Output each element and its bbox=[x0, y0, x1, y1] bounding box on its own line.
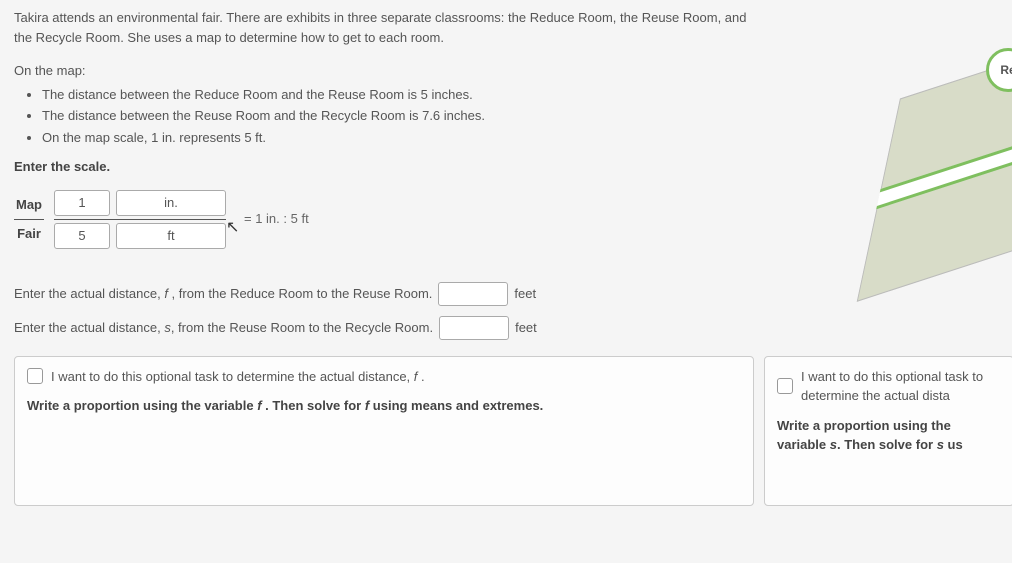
optional-s-label: I want to do this optional task to deter… bbox=[801, 367, 1001, 406]
variable-s: s bbox=[830, 437, 837, 452]
optional-f-label-prefix: I want to do this optional task to deter… bbox=[51, 369, 414, 384]
badge-label: Re bbox=[986, 48, 1012, 92]
fraction-bottom-label: Fair bbox=[15, 220, 43, 248]
instruction-s-mid: . Then solve for bbox=[837, 437, 937, 452]
fair-value-input[interactable] bbox=[54, 223, 110, 249]
map-facts-list: The distance between the Reduce Room and… bbox=[42, 85, 766, 148]
instruction-f-mid: . Then solve for bbox=[262, 398, 365, 413]
optional-f-label-suffix: . bbox=[417, 369, 424, 384]
optional-panel-s: I want to do this optional task to deter… bbox=[764, 356, 1012, 506]
list-item: The distance between the Reduce Room and… bbox=[42, 85, 766, 105]
instruction-s-suffix: us bbox=[944, 437, 963, 452]
map-unit-value: in. bbox=[164, 193, 178, 213]
fraction-top-label: Map bbox=[14, 191, 44, 219]
enter-scale-heading: Enter the scale. bbox=[14, 157, 766, 177]
map-unit-select[interactable]: in. bbox=[116, 190, 226, 216]
optional-s-checkbox[interactable] bbox=[777, 378, 793, 394]
distance-f-unit: feet bbox=[514, 284, 536, 304]
ratio-text: = 1 in. : 5 ft bbox=[244, 209, 309, 229]
distance-s-suffix: , from the Reuse Room to the Recycle Roo… bbox=[171, 320, 433, 335]
optional-f-checkbox[interactable] bbox=[27, 368, 43, 384]
problem-intro: Takira attends an environmental fair. Th… bbox=[14, 8, 766, 47]
list-item: The distance between the Reuse Room and … bbox=[42, 106, 766, 126]
distance-s-unit: feet bbox=[515, 318, 537, 338]
variable-s: s bbox=[937, 437, 944, 452]
distance-s-line: Enter the actual distance, s, from the R… bbox=[14, 316, 766, 340]
distance-s-input[interactable] bbox=[439, 316, 509, 340]
map-header: On the map: bbox=[14, 61, 766, 81]
scale-fraction: Map Fair in. ft = 1 in. : 5 ft bbox=[14, 187, 766, 252]
optional-panel-f: I want to do this optional task to deter… bbox=[14, 356, 754, 506]
map-value-input[interactable] bbox=[54, 190, 110, 216]
fair-unit-value: ft bbox=[167, 226, 174, 246]
distance-s-prefix: Enter the actual distance, bbox=[14, 320, 164, 335]
instruction-f-prefix: Write a proportion using the variable bbox=[27, 398, 257, 413]
fair-unit-select[interactable]: ft bbox=[116, 223, 226, 249]
distance-f-input[interactable] bbox=[438, 282, 508, 306]
distance-f-prefix: Enter the actual distance, bbox=[14, 286, 164, 301]
distance-f-line: Enter the actual distance, f , from the … bbox=[14, 282, 766, 306]
instruction-f-suffix: using means and extremes. bbox=[369, 398, 543, 413]
distance-f-suffix: , from the Reduce Room to the Reuse Room… bbox=[168, 286, 432, 301]
list-item: On the map scale, 1 in. represents 5 ft. bbox=[42, 128, 766, 148]
